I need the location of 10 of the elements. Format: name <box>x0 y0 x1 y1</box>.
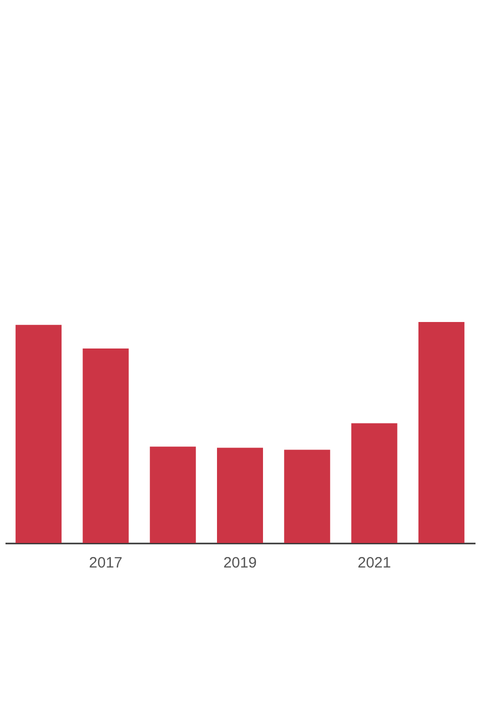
bar <box>351 423 398 543</box>
bar <box>16 324 62 543</box>
bar <box>150 446 196 543</box>
bar <box>217 448 263 543</box>
x-tick-label: 2021 <box>358 554 391 572</box>
x-tick-label: 2017 <box>89 554 122 572</box>
bar <box>284 450 330 543</box>
x-tick-label: 2019 <box>223 554 257 572</box>
bar <box>82 348 129 543</box>
bar <box>418 322 464 543</box>
